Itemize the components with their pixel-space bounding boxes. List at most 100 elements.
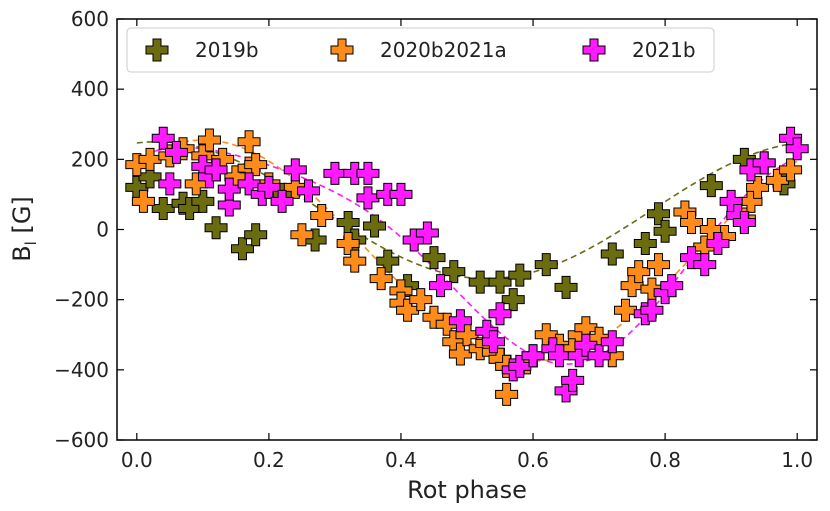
point-2021b [217,177,241,201]
point-2019b [488,270,512,294]
point-2019b [508,263,532,287]
point-2019b [376,249,400,273]
point-2020b2021a [647,253,671,277]
point-2020b2021a [409,288,433,312]
point-2021b [752,151,776,175]
point-2021b [415,221,439,245]
point-2020b2021a [680,210,704,234]
point-2019b [191,189,215,213]
y-tick-label: 400 [71,77,109,101]
point-2021b [323,161,347,185]
y-tick-label: −200 [54,288,109,312]
point-2020b2021a [369,267,393,291]
point-2021b [481,330,505,354]
legend-marker-2020b2021a [330,38,354,62]
point-2019b [699,174,723,198]
point-2020b2021a [448,342,472,366]
point-2020b2021a [244,153,268,177]
x-tick-label: 1.0 [781,448,813,472]
data-points [125,126,809,406]
point-2020b2021a [627,260,651,284]
y-tick-label: 200 [71,147,109,171]
y-axis-title-sub: l [22,241,40,245]
point-2021b [389,182,413,206]
point-2021b [270,189,294,213]
point-2020b2021a [131,189,155,213]
point-2019b [422,246,446,270]
y-tick-label: −400 [54,358,109,382]
legend-entry-2021b: 2021b [582,38,696,62]
y-tick-label: 0 [96,218,109,242]
point-2019b [468,270,492,294]
point-2019b [442,260,466,284]
legend-label-2021b: 2021b [632,38,696,62]
x-tick-label: 0.4 [385,448,417,472]
axis-ticks: 0.0 0.2 0.4 0.6 0.8 1.0 −600 −400 −200 0 200 400 600 [54,7,817,472]
legend-entry-2020b2021a: 2020b2021a [330,38,507,62]
legend-box [126,27,715,73]
point-2021b [640,298,664,322]
point-2021b [693,253,717,277]
x-axis-title: Rot phase [407,476,527,504]
point-2019b [653,219,677,243]
point-2021b [600,330,624,354]
point-2020b2021a [237,130,261,154]
point-2021b [356,161,380,185]
point-2019b [633,232,657,256]
point-2021b [217,193,241,217]
x-tick-label: 0.8 [649,448,681,472]
point-2021b [587,344,611,368]
legend-label-2019b: 2019b [195,38,259,62]
legend-marker-2019b [145,38,169,62]
point-2020b2021a [197,128,221,152]
point-2020b2021a [495,382,519,406]
point-2019b [600,242,624,266]
point-2021b [429,274,453,298]
point-2021b [448,309,472,333]
point-2021b [547,344,571,368]
y-axis-title-main: B [8,245,36,261]
point-2019b [501,288,525,312]
point-2021b [356,186,380,210]
point-2021b [732,210,756,234]
point-2021b [785,137,809,161]
legend: 2019b 2020b2021a 2021b [126,27,715,73]
point-2021b [508,354,532,378]
point-2021b [297,179,321,203]
point-2021b [204,158,228,182]
point-2020b2021a [765,168,789,192]
point-2020b2021a [746,175,770,199]
point-2019b [363,214,387,238]
point-2021b [561,368,585,392]
x-tick-label: 0.2 [253,448,285,472]
y-axis-title: Bl [G] [8,196,40,262]
point-2021b [660,274,684,298]
point-2020b2021a [613,298,637,322]
point-2019b [534,253,558,277]
legend-marker-2021b [582,38,606,62]
point-2021b [488,302,512,326]
point-2021b [158,172,182,196]
y-tick-label: 600 [71,7,109,31]
point-2020b2021a [343,249,367,273]
legend-entry-2019b: 2019b [145,38,259,62]
point-2020b2021a [290,223,314,247]
y-tick-label: −600 [54,428,109,452]
point-2021b [283,158,307,182]
point-2019b [554,275,578,299]
point-2021b [164,140,188,164]
point-2020b2021a [396,298,420,322]
point-2020b2021a [779,158,803,182]
point-2019b [244,223,268,247]
point-2021b [521,344,545,368]
x-tick-label: 0.0 [121,448,153,472]
point-2020b2021a [310,203,334,227]
point-2019b [204,216,228,240]
point-2019b [230,237,254,261]
point-2021b [706,232,730,256]
x-tick-label: 0.6 [517,448,549,472]
legend-label-2020b2021a: 2020b2021a [380,38,507,62]
y-axis-title-unit: [G] [8,196,36,241]
point-2020b2021a [283,175,307,199]
